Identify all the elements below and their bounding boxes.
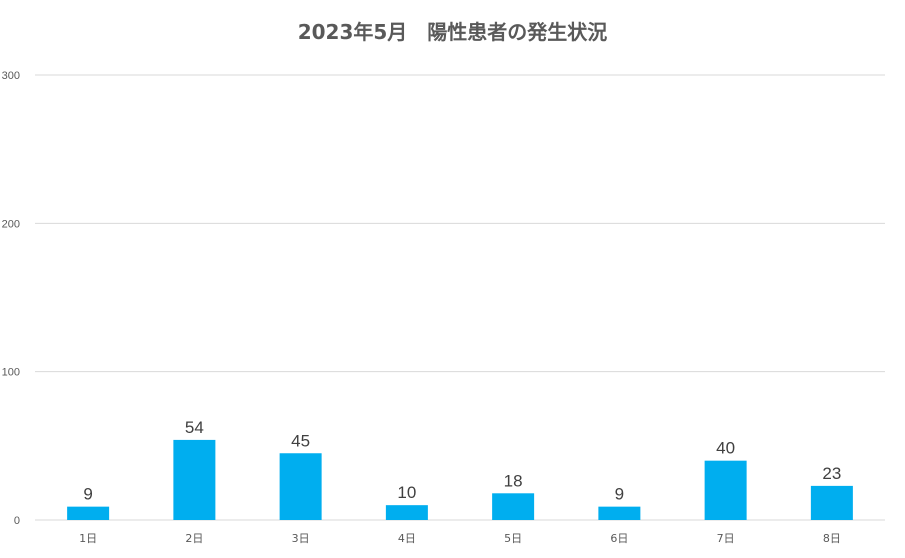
- x-axis-ticks: 1日 2日 3日 4日 5日 6日 7日 8日: [79, 532, 841, 545]
- bar-3日: [279, 453, 322, 520]
- data-label: 40: [716, 439, 735, 458]
- bar-5日: [492, 493, 535, 520]
- data-labels: 9 54 45 10 18 9 40 23: [83, 418, 841, 504]
- gridlines: [35, 74, 885, 521]
- bar-8日: [810, 485, 853, 520]
- y-tick-label: 200: [2, 218, 20, 230]
- y-tick-label: 300: [2, 70, 20, 82]
- x-tick-label: 2日: [185, 532, 203, 545]
- bar-2日: [173, 439, 216, 520]
- data-label: 18: [504, 471, 523, 490]
- bar-7日: [704, 460, 747, 520]
- data-label: 54: [185, 418, 204, 437]
- x-tick-label: 4日: [398, 532, 416, 545]
- y-tick-label: 0: [14, 515, 20, 527]
- bar-1日: [67, 506, 110, 520]
- data-label: 10: [397, 483, 416, 502]
- chart-title: 2023年5月 陽性患者の発生状況: [297, 20, 608, 44]
- x-tick-label: 6日: [610, 532, 628, 545]
- x-tick-label: 3日: [292, 532, 310, 545]
- bars: [67, 439, 853, 520]
- data-label: 9: [615, 485, 624, 504]
- x-tick-label: 8日: [823, 532, 841, 545]
- y-axis-ticks: 0 100 200 300: [2, 70, 20, 527]
- data-label: 45: [291, 431, 310, 450]
- bar-4日: [385, 505, 428, 520]
- data-label: 9: [83, 485, 92, 504]
- x-tick-label: 5日: [504, 532, 522, 545]
- data-label: 23: [822, 464, 841, 483]
- x-tick-label: 1日: [79, 532, 97, 545]
- x-tick-label: 7日: [717, 532, 735, 545]
- bar-6日: [598, 506, 641, 520]
- y-tick-label: 100: [2, 367, 20, 379]
